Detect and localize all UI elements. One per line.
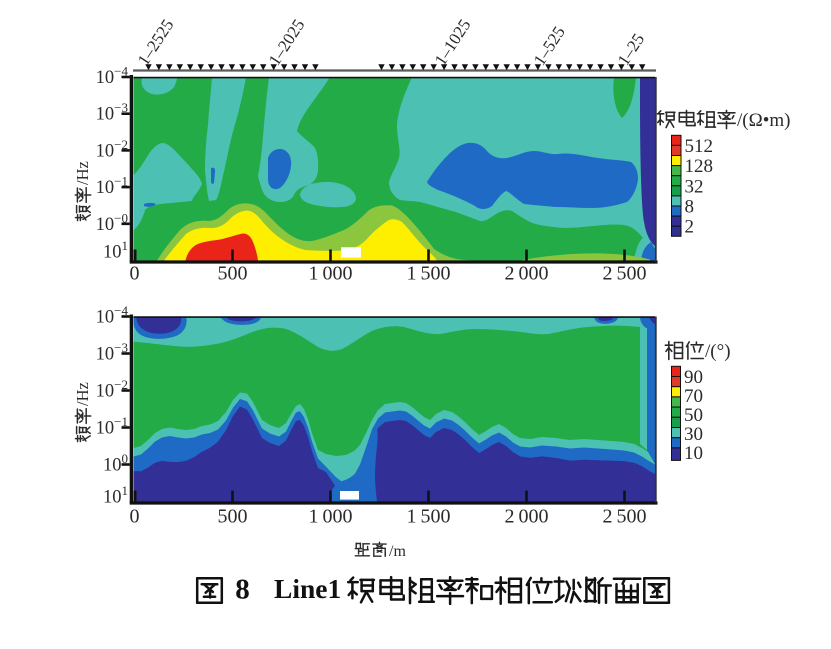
svg-text:/Hz: /Hz bbox=[73, 161, 92, 185]
svg-text:8: 8 bbox=[235, 574, 250, 606]
svg-text:1 000: 1 000 bbox=[308, 263, 352, 285]
svg-text:512: 512 bbox=[685, 136, 714, 157]
svg-text:10−2: 10−2 bbox=[96, 377, 128, 402]
svg-text:10: 10 bbox=[684, 443, 703, 464]
svg-text:/(°): /(°) bbox=[705, 341, 731, 362]
svg-text:1–525: 1–525 bbox=[530, 23, 569, 69]
svg-text:10−3: 10−3 bbox=[96, 340, 128, 365]
svg-text:10−4: 10−4 bbox=[96, 303, 129, 328]
svg-text:500: 500 bbox=[218, 506, 248, 528]
svg-text:0: 0 bbox=[130, 506, 140, 528]
svg-text:1 500: 1 500 bbox=[406, 263, 450, 285]
svg-text:2: 2 bbox=[685, 217, 695, 238]
svg-text:10−0: 10−0 bbox=[96, 210, 128, 235]
svg-text:100: 100 bbox=[103, 451, 128, 476]
svg-text:1–1025: 1–1025 bbox=[431, 16, 475, 69]
svg-text:10−2: 10−2 bbox=[96, 137, 128, 162]
svg-text:1 000: 1 000 bbox=[308, 506, 352, 528]
svg-text:10−3: 10−3 bbox=[96, 100, 128, 125]
svg-text:2 500: 2 500 bbox=[602, 506, 646, 528]
svg-text:2 500: 2 500 bbox=[602, 263, 646, 285]
svg-text:1–25: 1–25 bbox=[614, 30, 648, 69]
svg-text:2 000: 2 000 bbox=[504, 506, 548, 528]
svg-text:90: 90 bbox=[684, 367, 703, 388]
svg-text:101: 101 bbox=[103, 238, 128, 263]
svg-text:1–2525: 1–2525 bbox=[134, 16, 178, 69]
svg-text:/m: /m bbox=[389, 543, 406, 560]
svg-text:50: 50 bbox=[684, 405, 703, 426]
svg-text:128: 128 bbox=[685, 156, 714, 177]
svg-text:0: 0 bbox=[130, 263, 140, 285]
svg-text:10−1: 10−1 bbox=[96, 414, 128, 439]
svg-text:70: 70 bbox=[684, 386, 703, 407]
svg-text:2 000: 2 000 bbox=[504, 263, 548, 285]
svg-text:500: 500 bbox=[218, 263, 248, 285]
svg-text:/Hz: /Hz bbox=[73, 382, 92, 406]
svg-text:32: 32 bbox=[685, 176, 704, 197]
svg-text:1 500: 1 500 bbox=[406, 506, 450, 528]
svg-text:30: 30 bbox=[684, 424, 703, 445]
svg-text:1–2025: 1–2025 bbox=[265, 16, 309, 69]
svg-text:10−4: 10−4 bbox=[96, 64, 129, 89]
svg-text:10−1: 10−1 bbox=[96, 174, 128, 199]
svg-text:8: 8 bbox=[685, 197, 695, 218]
svg-text:/(Ω•m): /(Ω•m) bbox=[737, 110, 790, 131]
svg-text:Line1: Line1 bbox=[274, 573, 341, 604]
svg-text:101: 101 bbox=[103, 483, 128, 508]
